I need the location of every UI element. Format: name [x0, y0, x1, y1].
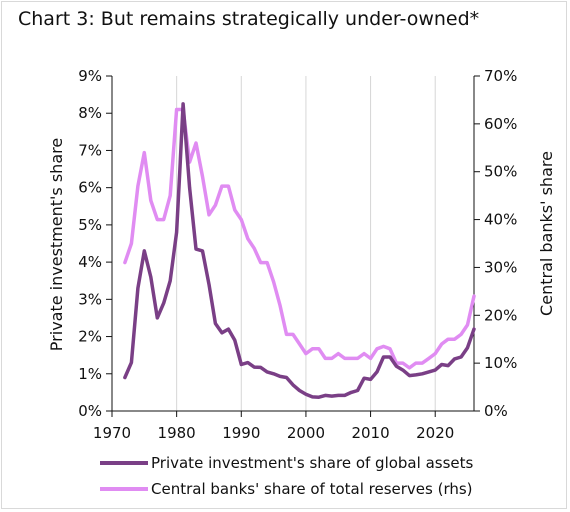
y-tick-label-left: 5% — [78, 216, 102, 234]
series-lines — [123, 102, 476, 399]
y-tick-label-left: 9% — [78, 67, 102, 85]
y-tick-label-left: 3% — [78, 290, 102, 308]
y-tick-label-left: 1% — [78, 365, 102, 383]
x-tick-label: 2020 — [416, 424, 454, 442]
x-tick-label: 1990 — [222, 424, 260, 442]
y-tick-label-left: 0% — [78, 402, 102, 420]
y-tick-label-right: 70% — [484, 67, 517, 85]
y-tick-label-right: 20% — [484, 306, 517, 324]
y-tick-label-left: 8% — [78, 104, 102, 122]
legend-label: Central banks' share of total reserves (… — [151, 480, 473, 498]
y-tick-label-right: 40% — [484, 211, 517, 229]
x-tick-label: 2010 — [351, 424, 389, 442]
y-tick-label-right: 30% — [484, 258, 517, 276]
x-tick-label: 2000 — [287, 424, 325, 442]
x-tick-label: 1970 — [93, 424, 131, 442]
y-tick-label-right: 50% — [484, 163, 517, 181]
y-axis-title-left: Private investment's share — [47, 138, 66, 351]
y-tick-label-left: 2% — [78, 328, 102, 346]
y-tick-label-right: 60% — [484, 115, 517, 133]
y-tick-label-right: 0% — [484, 402, 508, 420]
y-tick-label-left: 4% — [78, 253, 102, 271]
y-tick-label-right: 10% — [484, 354, 517, 372]
y-tick-label-left: 7% — [78, 141, 102, 159]
y-tick-label-left: 6% — [78, 179, 102, 197]
legend-label: Private investment's share of global ass… — [151, 454, 473, 472]
x-tick-label: 1980 — [158, 424, 196, 442]
axes: 0% 1% 2% 3% 4% 5% 6% 7% 8% 9% 0% 10% 20% 30% 40% 50% 60%… — [47, 67, 556, 442]
chart-title: Chart 3: But remains strategically under… — [18, 8, 480, 30]
y-axis-title-right: Central banks' share — [537, 151, 556, 316]
legend: Private investment's share of global ass… — [100, 454, 473, 498]
series-line-private-investment — [123, 102, 476, 399]
